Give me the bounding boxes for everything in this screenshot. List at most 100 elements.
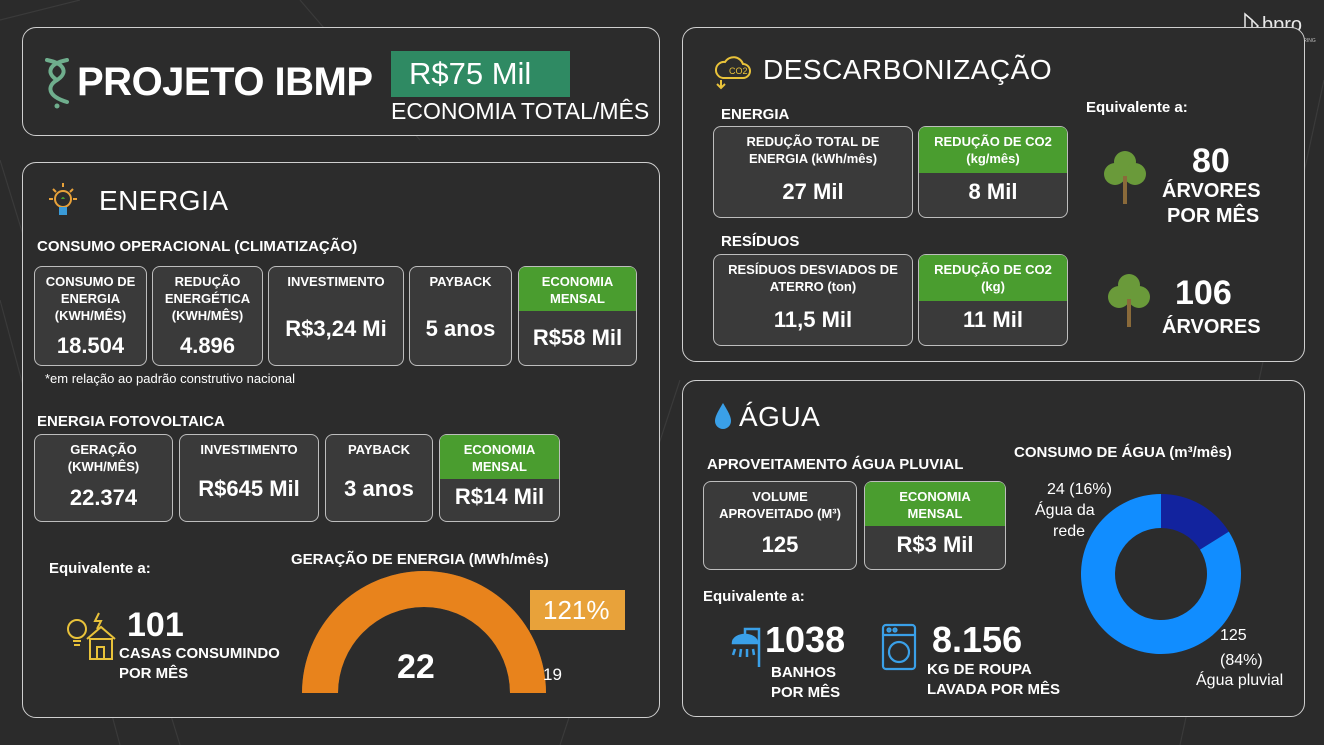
card-label: RESÍDUOS DESVIADOS DE ATERRO (ton) [728, 262, 898, 294]
gauge-value: 22 [397, 648, 435, 686]
fotovoltaica-title: ENERGIA FOTOVOLTAICA [37, 413, 225, 430]
card-value: R$58 Mil [532, 325, 623, 350]
card-economia-mensal: ECONOMIA MENSAL R$58 Mil [518, 266, 637, 366]
card-label: ECONOMIA MENSAL [519, 267, 636, 311]
co2-cloud-icon: CO2 [714, 56, 751, 90]
energy-gauge [302, 571, 546, 693]
economy-value: R$75 Mil [409, 56, 532, 91]
desc-energia-label: ENERGIA [721, 106, 790, 123]
gauge-percent: 121% [543, 595, 610, 625]
card-value: 11 Mil [963, 307, 1023, 332]
gauge-title: GERAÇÃO DE ENERGIA (MWh/mês) [291, 551, 549, 568]
water-donut-chart [1081, 494, 1241, 654]
agua-title: ÁGUA [739, 401, 821, 432]
rede-name-line-1: Água da [1035, 502, 1095, 519]
tree-icon [1104, 151, 1146, 204]
gauge-fill [302, 571, 546, 693]
house-bulb-icon [67, 612, 116, 660]
agua-equivalente-label: Equivalente a: [703, 588, 805, 605]
equivalente-label: Equivalente a: [49, 560, 151, 577]
washing-machine-icon [881, 623, 917, 671]
donut-slice-rede [1161, 494, 1229, 550]
card-value: 125 [761, 532, 799, 557]
chart-title: CONSUMO DE ÁGUA (m³/mês) [1014, 444, 1232, 461]
card-residuos-desviados: RESÍDUOS DESVIADOS DE ATERRO (ton) 11,5 … [713, 254, 913, 346]
card-label: PAYBACK [429, 274, 492, 289]
card-economia-foto: ECONOMIA MENSAL R$14 Mil [439, 434, 560, 522]
gauge-percent-box: 121% [530, 590, 625, 630]
tree-icon [1108, 274, 1150, 327]
energia-panel: ENERGIA CONSUMO OPERACIONAL (CLIMATIZAÇÃ… [22, 162, 660, 718]
casas-label-2: POR MÊS [119, 665, 189, 682]
arvores2-label: ÁRVORES [1162, 316, 1261, 338]
card-value: R$645 Mil [198, 476, 300, 501]
card-label: ECONOMIA MENSAL [440, 435, 559, 479]
card-payback-foto: PAYBACK 3 anos [325, 434, 433, 522]
descarbonizacao-panel: CO2 DESCARBONIZAÇÃO ENERGIA REDUÇÃO TOTA… [682, 27, 1305, 362]
card-label: INVESTIMENTO [200, 442, 298, 457]
card-label: PAYBACK [347, 442, 411, 457]
card-economia-agua: ECONOMIA MENSAL R$3 Mil [864, 481, 1006, 570]
roupa-label-2: LAVADA POR MÊS [927, 681, 1061, 698]
card-value: R$3 Mil [896, 532, 974, 557]
desc-equivalente-label: Equivalente a: [1086, 99, 1188, 116]
arvores1-value: 80 [1192, 142, 1230, 180]
gauge-target: 19 [543, 665, 562, 684]
card-value: 18.504 [56, 333, 125, 358]
card-label: REDUÇÃO DE CO2 (kg) [919, 255, 1067, 301]
svg-text:CO2: CO2 [729, 66, 748, 76]
card-reducao-co2-mes: REDUÇÃO DE CO2 (kg/mês) 8 Mil [918, 126, 1068, 218]
card-label: REDUÇÃO DE CO2 (kg/mês) [919, 127, 1067, 173]
pluvial-value-label: 125 [1220, 627, 1247, 644]
banhos-value: 1038 [765, 619, 846, 660]
rede-value-label: 24 (16%) [1047, 481, 1112, 498]
card-payback: PAYBACK 5 anos [409, 266, 512, 366]
card-label: REDUÇÃO ENERGÉTICA (KWH/MÊS) [164, 274, 251, 323]
lightbulb-icon [49, 183, 77, 215]
banhos-label-2: POR MÊS [771, 684, 841, 701]
card-value: 22.374 [69, 485, 138, 510]
card-label: VOLUME APROVEITADO (M³) [719, 489, 841, 521]
pluvial-name-label: Água pluvial [1196, 672, 1284, 689]
arvores2-value: 106 [1175, 274, 1232, 312]
card-label: GERAÇÃO (KWH/MÊS) [67, 442, 140, 474]
card-value: 3 anos [344, 476, 414, 501]
card-value: 11,5 Mil [773, 307, 853, 332]
banhos-label-1: BANHOS [771, 664, 837, 681]
card-value: 8 Mil [968, 179, 1018, 204]
card-investimento: INVESTIMENTO R$3,24 Mi [268, 266, 404, 366]
arvores1-label-1: ÁRVORES [1162, 180, 1261, 202]
card-value: 27 Mil [782, 179, 844, 204]
pluvial-percent-label: (84%) [1220, 652, 1263, 669]
consumo-title: CONSUMO OPERACIONAL (CLIMATIZAÇÃO) [37, 238, 358, 255]
card-reducao-total-energia: REDUÇÃO TOTAL DE ENERGIA (kWh/mês) 27 Mi… [713, 126, 913, 218]
card-label: REDUÇÃO TOTAL DE ENERGIA (kWh/mês) [746, 134, 880, 166]
card-geracao: GERAÇÃO (KWH/MÊS) 22.374 [34, 434, 173, 522]
card-label: CONSUMO DE ENERGIA (KWH/MÊS) [45, 274, 136, 323]
water-drop-icon [715, 403, 731, 429]
card-value: R$14 Mil [454, 484, 545, 509]
casas-value: 101 [127, 606, 184, 644]
card-label: ECONOMIA MENSAL [865, 482, 1005, 526]
agua-panel: ÁGUA APROVEITAMENTO ÁGUA PLUVIAL VOLUME … [682, 380, 1305, 717]
rede-name-line-2: rede [1053, 523, 1086, 540]
residuos-label: RESÍDUOS [721, 233, 800, 250]
card-investimento-foto: INVESTIMENTO R$645 Mil [179, 434, 319, 522]
header-panel: PROJETO IBMP R$75 Mil ECONOMIA TOTAL/MÊS [22, 27, 660, 136]
economy-label: ECONOMIA TOTAL/MÊS [391, 98, 650, 124]
roupa-value: 8.156 [932, 619, 1023, 660]
card-value: 4.896 [179, 333, 236, 358]
footnote: *em relação ao padrão construtivo nacion… [45, 371, 296, 386]
arvores1-label-2: POR MÊS [1167, 205, 1260, 227]
card-consumo-energia: CONSUMO DE ENERGIA (KWH/MÊS) 18.504 [34, 266, 147, 366]
casas-label-1: CASAS CONSUMINDO [119, 645, 280, 662]
card-value: 5 anos [425, 316, 496, 341]
economy-value-box: R$75 Mil [391, 51, 570, 97]
project-title: PROJETO IBMP [77, 60, 373, 104]
ibmp-logo-icon [45, 58, 69, 109]
card-value: R$3,24 Mi [285, 316, 387, 341]
descarbonizacao-title: DESCARBONIZAÇÃO [763, 54, 1053, 85]
card-reducao-energetica: REDUÇÃO ENERGÉTICA (KWH/MÊS) 4.896 [152, 266, 263, 366]
card-reducao-co2-kg: REDUÇÃO DE CO2 (kg) 11 Mil [918, 254, 1068, 346]
energia-title: ENERGIA [99, 185, 229, 216]
